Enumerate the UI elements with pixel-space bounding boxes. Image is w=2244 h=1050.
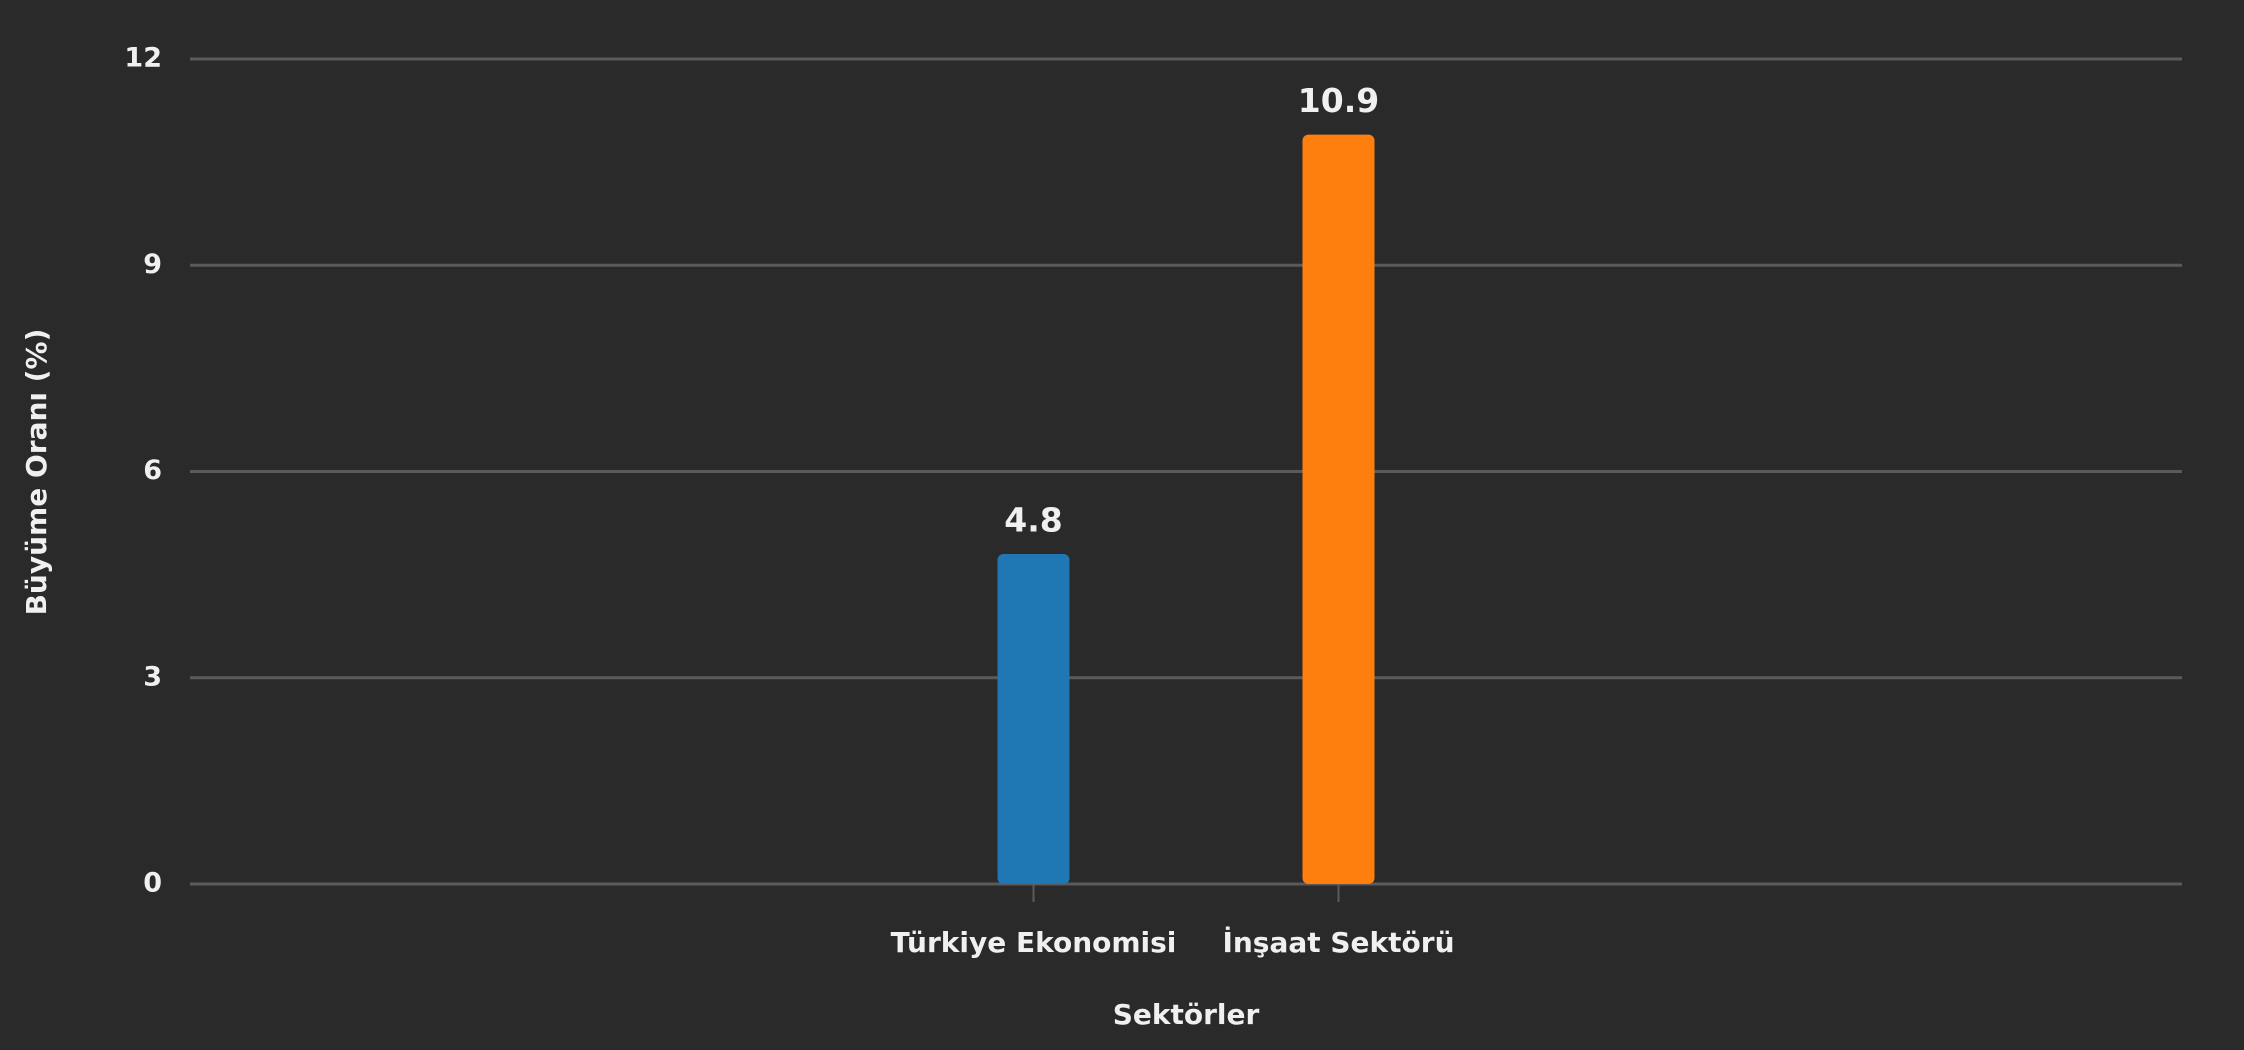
y-tick-label: 6: [143, 455, 162, 486]
y-tick-label: 9: [143, 249, 162, 280]
x-tick-label: İnşaat Sektörü: [1222, 925, 1454, 959]
value-label: 4.8: [1004, 501, 1062, 540]
value-label: 10.9: [1298, 81, 1379, 120]
bar: [997, 554, 1070, 884]
x-tick-label: Türkiye Ekonomisi: [891, 926, 1177, 959]
y-tick-label: 0: [143, 868, 162, 899]
y-axis-title: Büyüme Oranı (%): [20, 329, 53, 616]
bar: [1302, 134, 1375, 884]
x-axis-title: Sektörler: [1113, 998, 1260, 1031]
y-tick-label: 3: [143, 661, 162, 692]
y-tick-label: 12: [124, 43, 162, 74]
